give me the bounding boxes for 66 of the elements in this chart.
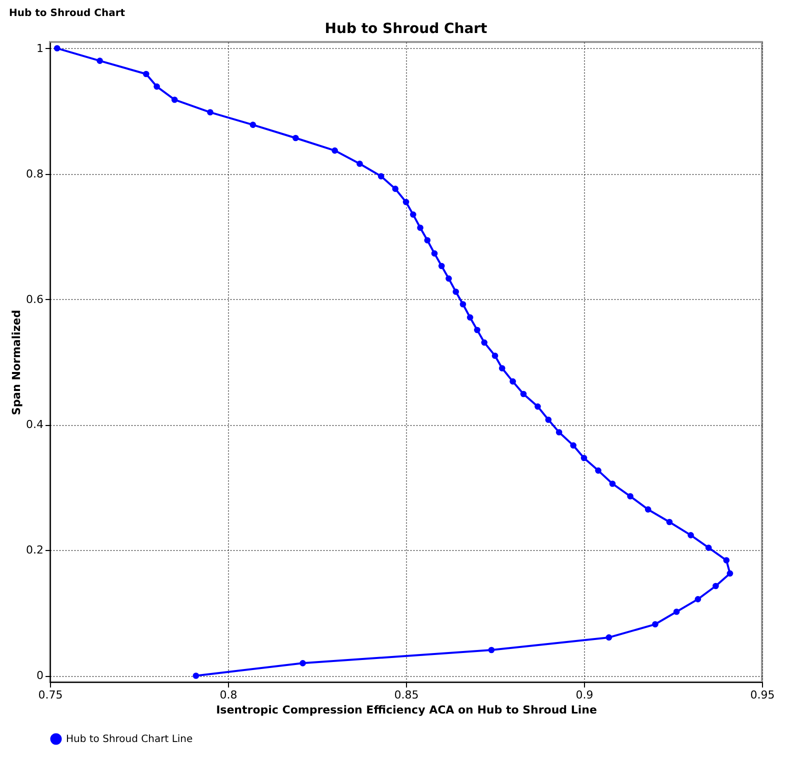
point bbox=[332, 147, 338, 154]
point bbox=[545, 416, 552, 423]
point bbox=[688, 532, 694, 538]
point bbox=[192, 672, 200, 679]
x-axis-title: Isentropic Compression Efficiency ACA on Hub to Shroud Line bbox=[216, 704, 597, 716]
y-axis-title: Span Normalized bbox=[10, 310, 24, 416]
point bbox=[171, 96, 178, 103]
point bbox=[556, 429, 562, 436]
x-tick-label: 0.95 bbox=[750, 688, 775, 702]
point bbox=[627, 493, 634, 500]
point bbox=[460, 301, 466, 308]
x-tick-label: 0.8 bbox=[220, 688, 238, 702]
point bbox=[424, 237, 431, 244]
point bbox=[488, 646, 495, 654]
y-tick-label: 1 bbox=[36, 42, 44, 55]
point bbox=[726, 570, 734, 577]
point bbox=[292, 134, 299, 142]
point bbox=[570, 442, 576, 449]
point bbox=[481, 339, 488, 346]
point bbox=[417, 224, 424, 231]
point bbox=[392, 186, 398, 192]
y-tick-label: 0.8 bbox=[26, 167, 44, 180]
point bbox=[534, 403, 541, 410]
point bbox=[402, 198, 410, 206]
point bbox=[438, 262, 445, 270]
y-tick-label: 0.2 bbox=[26, 544, 44, 557]
point bbox=[431, 250, 438, 257]
legend-label: Hub to Shroud Chart Line bbox=[66, 734, 193, 745]
point bbox=[520, 390, 527, 398]
point bbox=[452, 288, 459, 295]
point bbox=[609, 480, 616, 487]
point bbox=[606, 634, 612, 641]
point bbox=[705, 544, 712, 551]
x-tick-label: 0.9 bbox=[576, 688, 594, 702]
point bbox=[666, 518, 673, 526]
x-tick-label: 0.75 bbox=[38, 688, 63, 702]
point bbox=[474, 326, 480, 334]
point bbox=[673, 608, 680, 615]
point bbox=[142, 70, 150, 78]
chart-title: Hub to Shroud Chart bbox=[324, 21, 488, 37]
point bbox=[96, 58, 103, 64]
point bbox=[410, 211, 416, 218]
point bbox=[466, 314, 474, 321]
point bbox=[595, 467, 602, 474]
point bbox=[652, 621, 658, 628]
point bbox=[644, 506, 652, 513]
point bbox=[300, 660, 306, 666]
point bbox=[446, 275, 452, 282]
point bbox=[154, 83, 160, 90]
point bbox=[250, 122, 256, 128]
text: Hub to Shroud Chart bbox=[8, 7, 126, 21]
point bbox=[356, 160, 363, 167]
point bbox=[510, 378, 516, 385]
point bbox=[378, 173, 384, 180]
point bbox=[498, 365, 506, 372]
point bbox=[723, 557, 730, 564]
point bbox=[492, 352, 498, 359]
y-tick-label: 0 bbox=[36, 669, 44, 682]
point bbox=[207, 109, 214, 116]
point bbox=[54, 45, 60, 52]
point bbox=[580, 454, 588, 462]
point bbox=[712, 582, 719, 590]
y-tick-label: 0.4 bbox=[26, 418, 44, 432]
x-tick-label: 0.85 bbox=[394, 688, 419, 702]
point bbox=[694, 596, 702, 602]
y-tick-label: 0.6 bbox=[26, 292, 44, 306]
